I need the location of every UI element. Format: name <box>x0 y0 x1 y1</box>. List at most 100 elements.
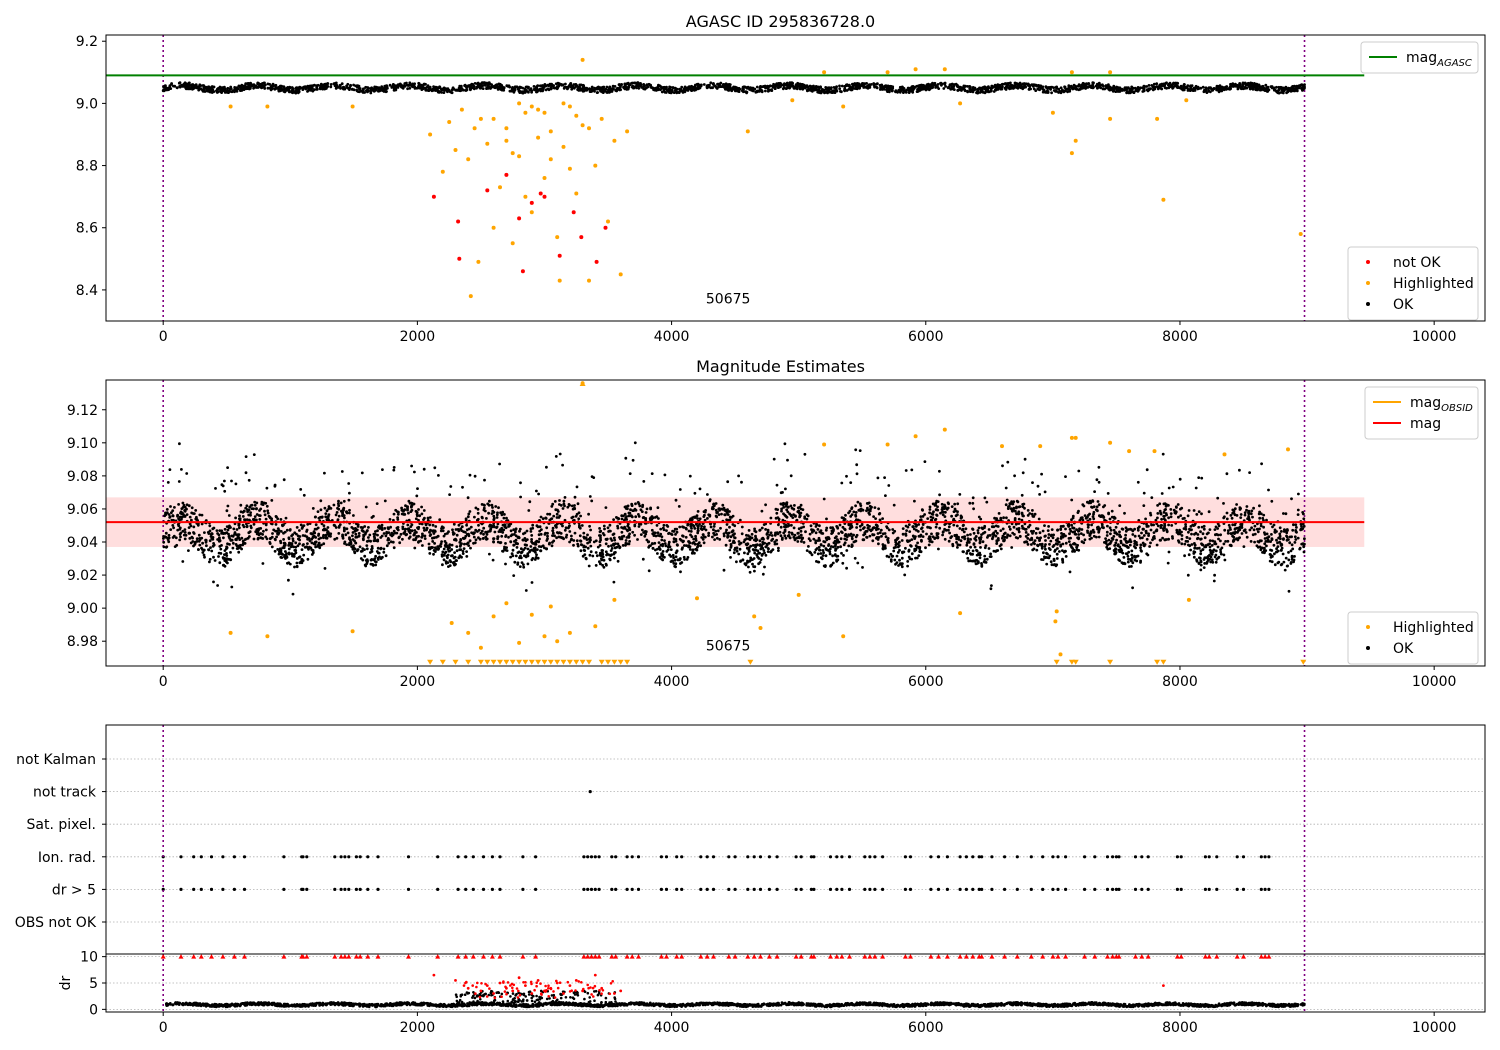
panel1-ok-points-point <box>246 82 250 86</box>
panel1-ok-points-point <box>401 84 405 88</box>
panel2-ok-points-point <box>598 534 601 537</box>
panel2-ok-points-point <box>473 541 477 545</box>
panel1-highlighted-point <box>618 272 623 277</box>
panel2-ok-points-point <box>1270 560 1274 564</box>
panel2-ok-points-point <box>1067 540 1071 543</box>
panel1-ok-points-point <box>1090 86 1093 89</box>
panel2-ok-points-point <box>602 524 606 528</box>
panel1-ok-points-point <box>1133 86 1137 90</box>
panel1-ok-points-point <box>270 87 274 91</box>
panel2-ok-points-point <box>375 502 379 505</box>
panel1-ok-points-point <box>496 85 500 89</box>
panel2-ok-points-point <box>476 511 480 515</box>
panel1-ok-points-point <box>425 85 429 89</box>
panel1-ok-points-point <box>1141 86 1145 90</box>
panel1-ok-points-point <box>431 87 435 91</box>
panel2-ok-points-point <box>268 541 272 544</box>
panel1-ok-points-point <box>248 84 251 88</box>
panel2-ok-points-point <box>182 503 186 507</box>
panel2-ok-points-point <box>876 476 880 480</box>
panel2-ok-points-point <box>940 502 944 506</box>
panel2-ok-points-point <box>604 550 608 554</box>
panel1-ok-points-point <box>1059 86 1063 90</box>
panel2-ok-points-point <box>995 542 999 545</box>
panel1-highlighted-point <box>1050 110 1055 115</box>
panel2-ok-points-point <box>1177 539 1180 542</box>
panel1-highlighted-point <box>567 166 572 171</box>
panel2-ok-points-point <box>978 538 982 541</box>
panel1-ok-points-point <box>785 87 788 90</box>
panel2-ok-points-point <box>912 525 915 528</box>
panel1-highlighted-point <box>1069 70 1074 75</box>
panel2-ok-points-point <box>1208 548 1212 552</box>
panel2-ok-points-point <box>816 528 820 531</box>
panel1-highlighted-point <box>593 163 598 168</box>
panel2-ok-points-point <box>198 543 202 547</box>
panel2-ok-points-point <box>917 554 921 557</box>
panel1-ok-points-point <box>1189 86 1193 89</box>
panel1-ok-points-point <box>906 86 910 90</box>
panel1-ok-points-point <box>1104 84 1108 88</box>
panel2-ok-points-point <box>807 545 810 548</box>
panel2-ok-points-point <box>667 532 670 535</box>
panel1-ok-points-point <box>505 84 509 88</box>
panel2-ok-points-point <box>666 525 670 528</box>
panel1-ok-points-point <box>1220 85 1224 89</box>
panel1-ok-points-point <box>1295 89 1299 93</box>
panel1-ok-points-point <box>202 87 206 91</box>
panel1-ok-points-point <box>211 89 215 93</box>
panel2-ok-points-point <box>467 512 471 516</box>
panel2-ok-points-point <box>264 535 268 539</box>
panel1-legend-bottom-label: not OK <box>1393 255 1441 271</box>
panel1-highlighted-point <box>1298 232 1303 236</box>
panel2-ok-points-point <box>225 509 229 513</box>
panel2-ok-points-point <box>784 536 788 540</box>
panel1-ok-points-point <box>1175 85 1179 89</box>
panel2-ok-points-point <box>1203 562 1207 565</box>
panel2-ok-points-point <box>953 507 957 511</box>
panel2-ok-points-point <box>428 552 432 555</box>
panel2-ok-points-point <box>247 531 251 535</box>
panel1-ok-points-point <box>958 88 962 91</box>
panel2-ok-points-point <box>655 524 659 527</box>
panel1-ok-points-point <box>1068 86 1072 89</box>
panel1-ok-points-point <box>939 81 943 85</box>
panel1-ok-points-point <box>420 88 424 91</box>
panel2-ok-points-point <box>253 503 257 507</box>
panel1-ok-points-point <box>1291 89 1295 93</box>
panel2-ok-points-point <box>996 531 999 535</box>
panel2-ok-points-point <box>294 541 298 545</box>
panel1-ok-points-point <box>546 87 550 91</box>
panel1-ok-points-point <box>755 85 759 89</box>
panel2-ok-points-point <box>1001 527 1005 531</box>
panel2-ok-points-point <box>910 557 914 561</box>
panel2-ok-points-point <box>1109 528 1113 532</box>
panel2-ok-points-point <box>1172 508 1176 512</box>
panel1-highlighted-point <box>1155 116 1160 121</box>
panel2-ok-points-point <box>1055 552 1059 556</box>
panel1-ok-points-point <box>1232 85 1235 88</box>
panel1-ok-points-point <box>1277 85 1281 89</box>
panel2-ok-points-point <box>849 481 853 484</box>
panel2-ok-points-point <box>1160 492 1164 495</box>
panel1-ok-points-point <box>1163 84 1167 87</box>
panel2-ok-points-point <box>324 515 328 519</box>
panel2-ok-points-point <box>793 504 796 507</box>
panel1-ok-points-point <box>779 85 782 89</box>
panel2-ok-points-point <box>719 526 722 530</box>
panel1-ok-points-point <box>320 83 323 87</box>
panel2-ok-points-point <box>1031 481 1034 484</box>
panel1-highlighted-point <box>491 225 496 230</box>
panel1-ok-points-point <box>875 82 878 86</box>
panel1-ok-points-point <box>1151 85 1155 89</box>
panel2-ok-points-point <box>387 541 391 545</box>
panel1-ok-points-point <box>722 85 726 89</box>
panel2-ok-points-point <box>247 513 251 517</box>
panel1-highlighted-point <box>510 241 515 246</box>
panel2-ok-points-point <box>1038 531 1042 535</box>
panel1-ok-points-point <box>749 86 752 90</box>
panel1-ok-points-point <box>341 86 345 89</box>
panel1-ok-points-point <box>370 86 373 90</box>
panel1-ok-points-point <box>513 88 517 92</box>
panel1-ok-points-point <box>868 85 872 89</box>
